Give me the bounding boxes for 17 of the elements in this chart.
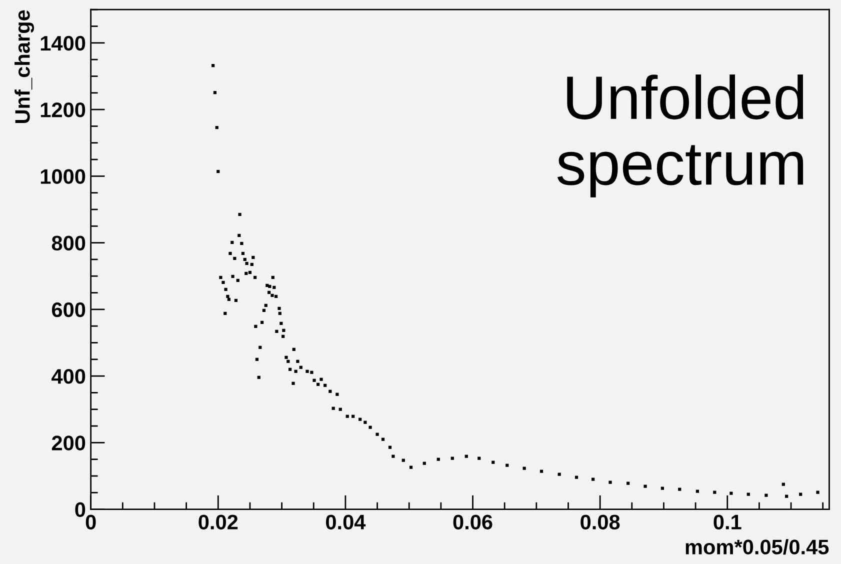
x-tick-label: 0.02 <box>198 514 238 530</box>
annotation: Unfolded spectrum <box>557 74 804 198</box>
x-axis-title: mom*0.05/0.45 <box>686 539 829 555</box>
x-tick-label: 0.08 <box>580 514 620 530</box>
x-tick-label: 0 <box>86 514 96 530</box>
y-tick-label: 0 <box>75 502 86 518</box>
x-tick-label: 0.04 <box>326 514 366 530</box>
y-tick-label: 600 <box>52 302 86 318</box>
x-tick-label: 0.1 <box>714 514 742 530</box>
y-tick-label: 1400 <box>40 36 86 51</box>
y-tick-label: 400 <box>52 369 86 384</box>
y-axis-title: Unf_charge <box>14 10 34 123</box>
y-tick-label: 200 <box>52 436 86 450</box>
x-tick-label: 0.06 <box>453 514 492 530</box>
y-tick-label: 1200 <box>40 102 86 118</box>
y-tick-label: 800 <box>52 236 86 251</box>
y-tick-label: 1000 <box>40 169 86 184</box>
